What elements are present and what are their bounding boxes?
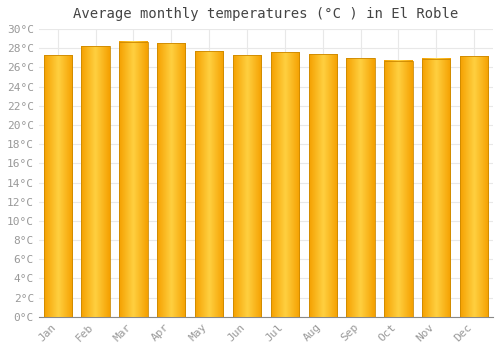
Bar xyxy=(460,56,488,317)
Bar xyxy=(233,55,261,317)
Bar xyxy=(157,43,186,317)
Bar xyxy=(384,61,412,317)
Bar xyxy=(195,51,224,317)
Bar xyxy=(308,54,337,317)
Bar xyxy=(44,55,72,317)
Bar xyxy=(346,58,375,317)
Bar xyxy=(119,42,148,317)
Title: Average monthly temperatures (°C ) in El Roble: Average monthly temperatures (°C ) in El… xyxy=(74,7,458,21)
Bar xyxy=(82,46,110,317)
Bar xyxy=(270,52,299,317)
Bar xyxy=(422,59,450,317)
